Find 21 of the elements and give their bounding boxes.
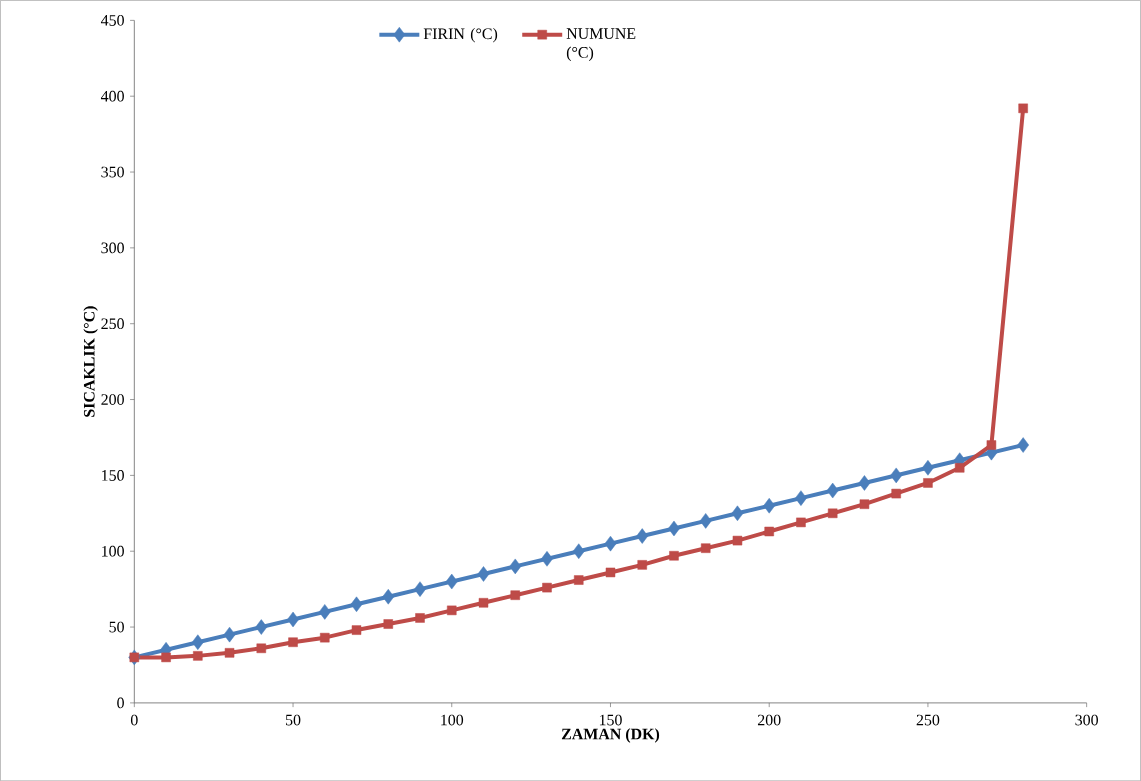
x-tick-label: 0 [130,714,138,726]
y-tick-label: 300 [101,242,124,254]
x-tick-label: 300 [1075,714,1098,726]
legend-label: NUMUNE (°C) [566,28,636,61]
x-tick-label: 100 [441,714,464,726]
y-tick-label: 0 [117,697,124,709]
legend-label: FIRIN (°C) [423,27,498,43]
y-axis-title: SICAKLIK (°C) [83,306,98,417]
y-tick-label: 400 [100,90,124,102]
y-tick-label: 50 [109,621,124,633]
y-tick-label: 100 [102,545,124,557]
y-tick-label: 450 [100,14,124,26]
x-tick-label: 150 [599,714,622,726]
x-tick-label: 200 [757,714,781,726]
y-tick-label: 250 [101,318,124,329]
x-tick-label: 50 [286,714,301,726]
y-tick-label: 150 [102,469,124,481]
x-axis-title: ZAMAN (DK) [561,728,660,743]
x-tick-label: 250 [916,714,940,726]
y-tick-label: 350 [101,166,124,178]
y-tick-label: 200 [101,394,124,405]
